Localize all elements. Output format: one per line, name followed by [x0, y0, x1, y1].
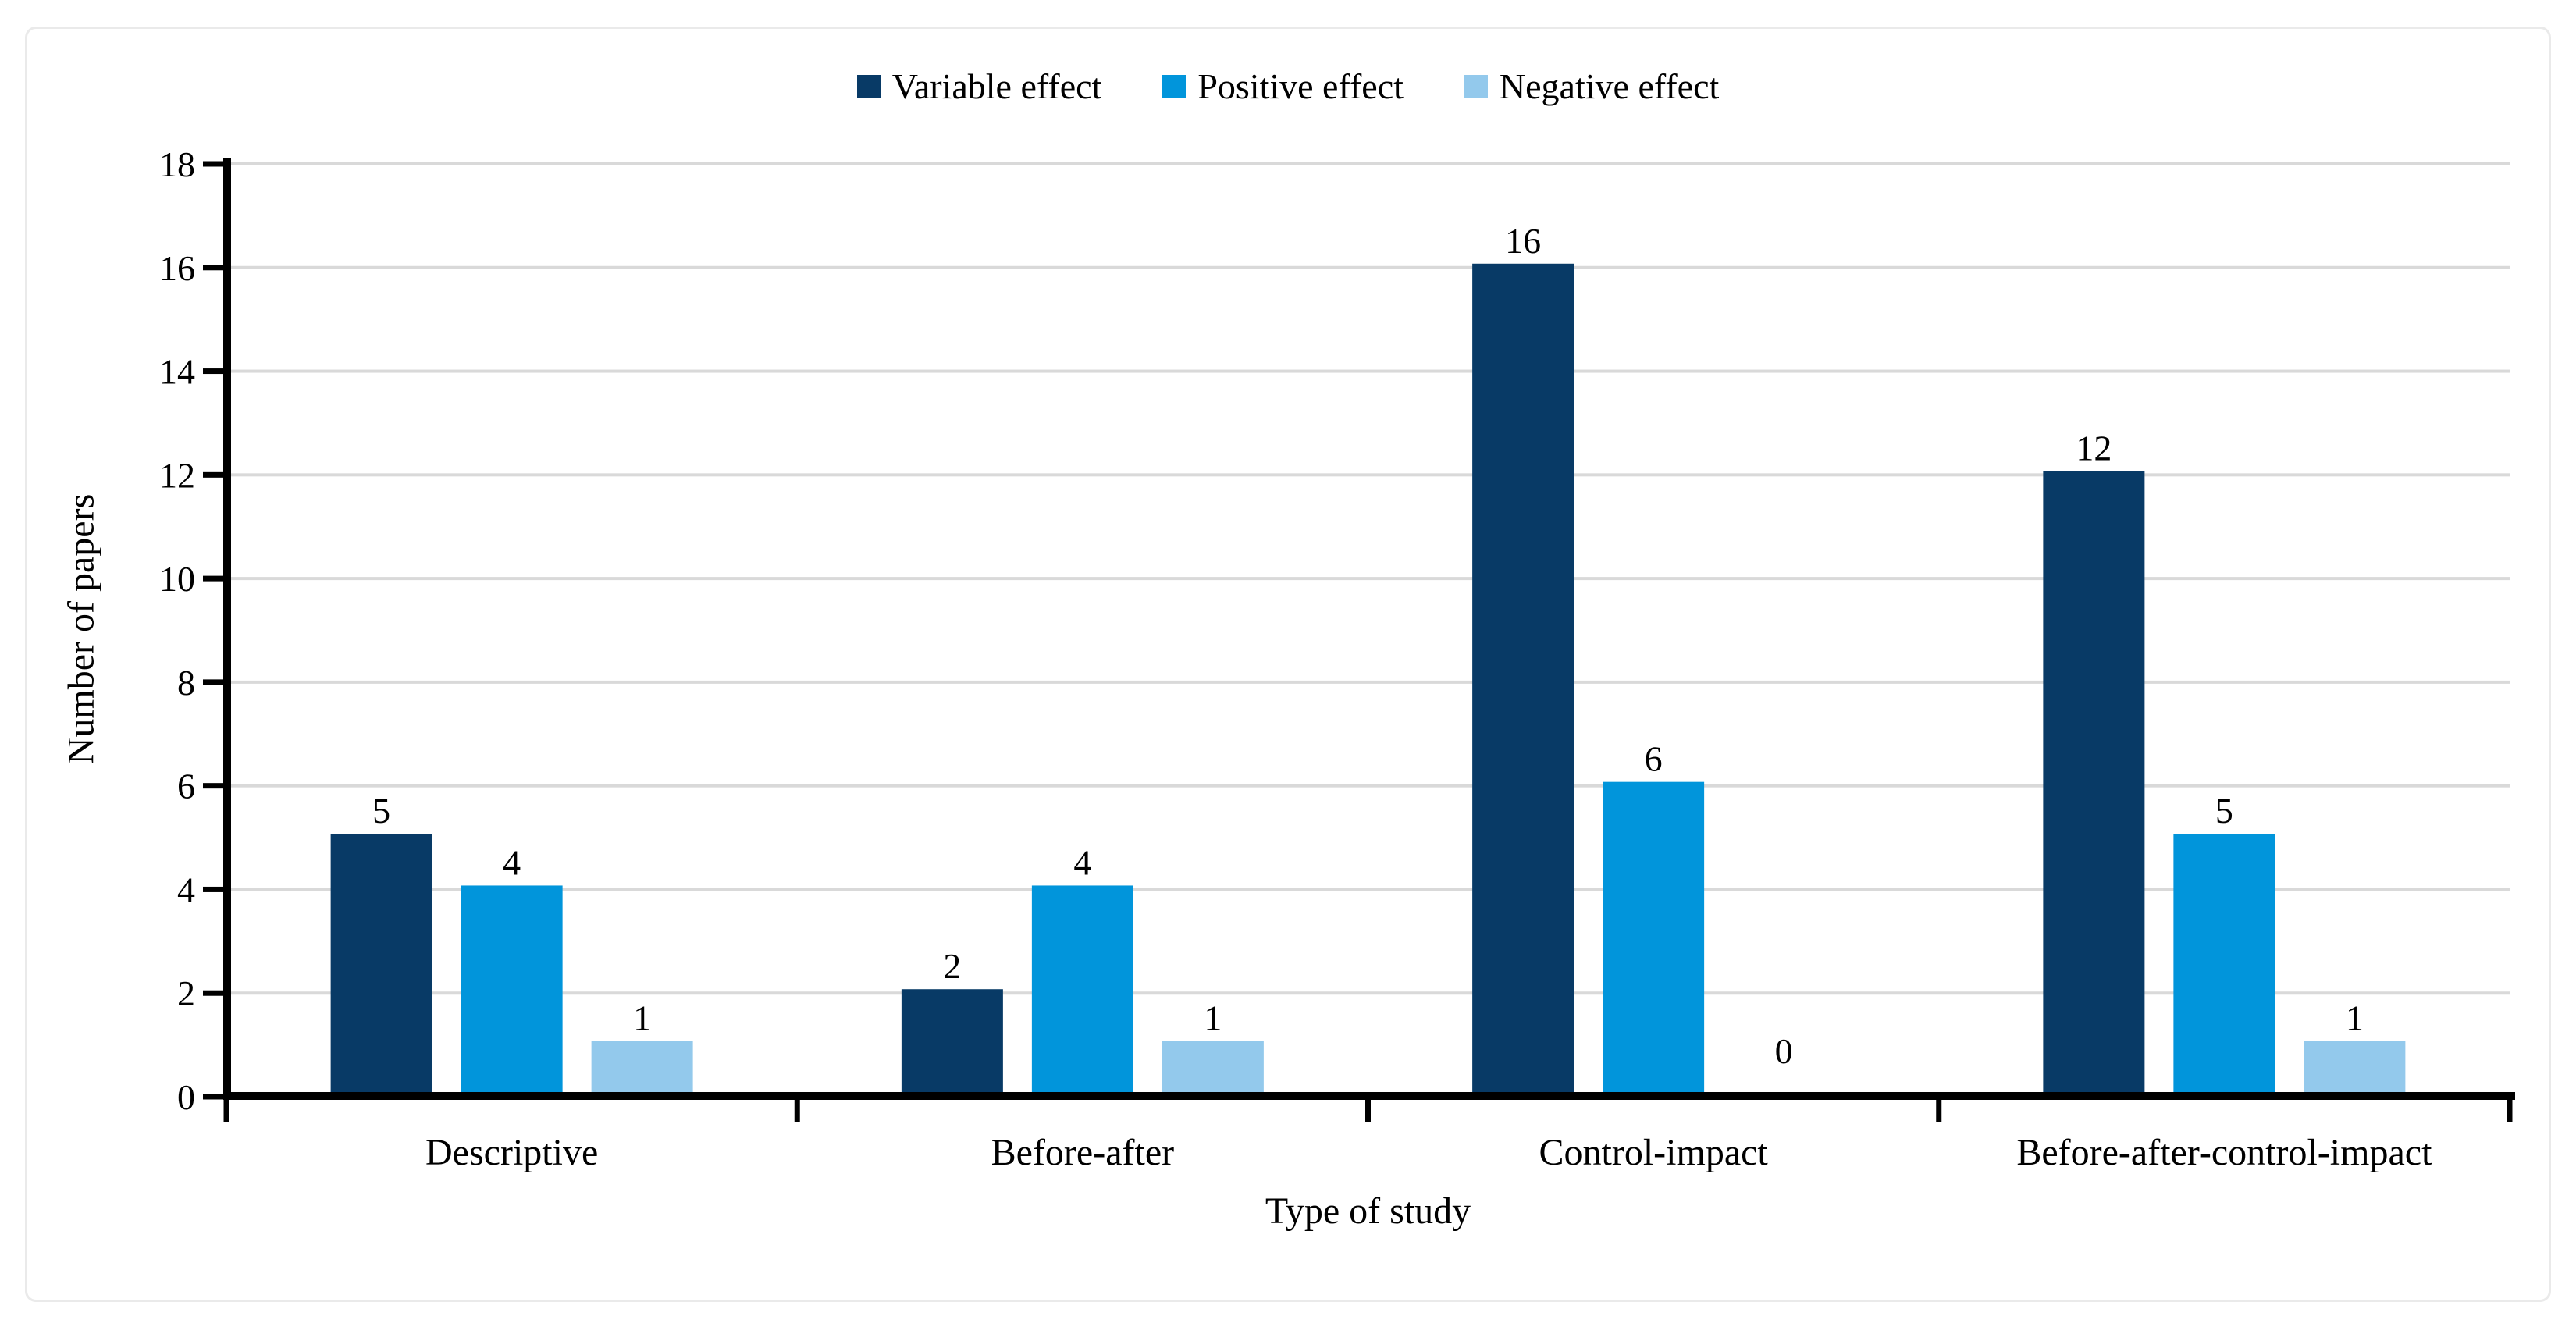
x-category-label-before-after-control-impact: Before-after-control-impact	[2016, 1132, 2432, 1173]
y-tick-label: 14	[159, 352, 195, 392]
y-tick-label: 16	[159, 248, 195, 288]
legend-label: Variable effect	[891, 66, 1102, 106]
bar-variable-effect-control-impact	[1472, 263, 1574, 1093]
y-axis-line	[223, 158, 231, 1100]
y-tick	[203, 368, 225, 375]
bar-value-label: 1	[1204, 998, 1222, 1038]
bar-positive-effect-control-impact	[1603, 781, 1705, 1093]
y-tick	[203, 575, 225, 582]
y-tick	[203, 886, 225, 892]
y-tick-label: 12	[159, 455, 195, 495]
y-tick	[203, 990, 225, 996]
bar-value-label: 0	[1775, 1031, 1793, 1071]
legend-label: Positive effect	[1197, 66, 1404, 106]
y-tick	[203, 471, 225, 478]
x-tick	[794, 1092, 800, 1122]
legend-item-negative-effect: Negative effect	[1464, 66, 1719, 107]
bar-value-label: 12	[2076, 428, 2112, 468]
bar-positive-effect-before-after	[1031, 885, 1133, 1093]
gridline	[226, 162, 2510, 165]
bar-variable-effect-before-after-control-impact	[2043, 471, 2145, 1093]
gridline	[226, 265, 2510, 269]
legend-item-variable-effect: Variable effect	[856, 66, 1102, 107]
gridline	[226, 888, 2510, 891]
chart-legend: Variable effect Positive effect Negative e…	[0, 66, 2576, 107]
x-category-label-before-after: Before-after	[991, 1132, 1175, 1173]
bar-variable-effect-descriptive	[330, 834, 432, 1093]
gridline	[226, 369, 2510, 373]
bar-negative-effect-before-after-control-impact	[2304, 1041, 2406, 1093]
x-tick	[1365, 1092, 1371, 1122]
y-tick	[203, 265, 225, 271]
gridline	[226, 577, 2510, 581]
y-tick-label: 2	[177, 973, 195, 1013]
bar-value-label: 4	[1073, 842, 1091, 882]
legend-item-positive-effect: Positive effect	[1162, 66, 1404, 107]
legend-swatch-icon	[1464, 74, 1488, 98]
legend-label: Negative effect	[1499, 66, 1720, 106]
bar-value-label: 16	[1505, 221, 1541, 261]
bar-positive-effect-descriptive	[461, 885, 563, 1093]
y-tick	[203, 679, 225, 685]
x-tick	[1936, 1092, 1942, 1122]
y-tick-label: 6	[177, 767, 195, 806]
x-tick	[2507, 1092, 2513, 1122]
bar-value-label: 5	[2215, 791, 2233, 831]
gridline	[226, 680, 2510, 684]
y-tick-label: 10	[159, 559, 195, 599]
bar-value-label: 4	[503, 842, 521, 882]
x-category-label-control-impact: Control-impact	[1539, 1132, 1768, 1173]
gridline	[226, 784, 2510, 788]
bar-negative-effect-before-after	[1162, 1041, 1264, 1093]
bar-positive-effect-before-after-control-impact	[2173, 834, 2275, 1093]
y-tick-label: 18	[159, 144, 195, 184]
bar-value-label: 5	[372, 791, 390, 831]
legend-swatch-icon	[856, 74, 881, 98]
y-tick	[203, 783, 225, 789]
bar-value-label: 1	[633, 998, 651, 1038]
y-tick-label: 8	[177, 663, 195, 703]
y-tick-label: 0	[177, 1077, 195, 1117]
legend-swatch-icon	[1162, 74, 1187, 98]
bar-negative-effect-descriptive	[591, 1041, 693, 1093]
y-axis-title: Number of papers	[60, 493, 102, 765]
gridline	[226, 991, 2510, 995]
bar-value-label: 1	[2346, 998, 2364, 1038]
bar-variable-effect-before-after	[901, 989, 1003, 1093]
x-axis-title: Type of study	[1265, 1190, 1471, 1232]
y-tick	[203, 1094, 225, 1100]
x-category-label-descriptive: Descriptive	[425, 1132, 598, 1173]
x-tick	[223, 1092, 229, 1122]
bar-value-label: 6	[1645, 739, 1663, 779]
bar-value-label: 2	[943, 946, 961, 986]
y-tick-label: 4	[177, 870, 195, 909]
y-tick	[203, 161, 225, 167]
gridline	[226, 473, 2510, 477]
